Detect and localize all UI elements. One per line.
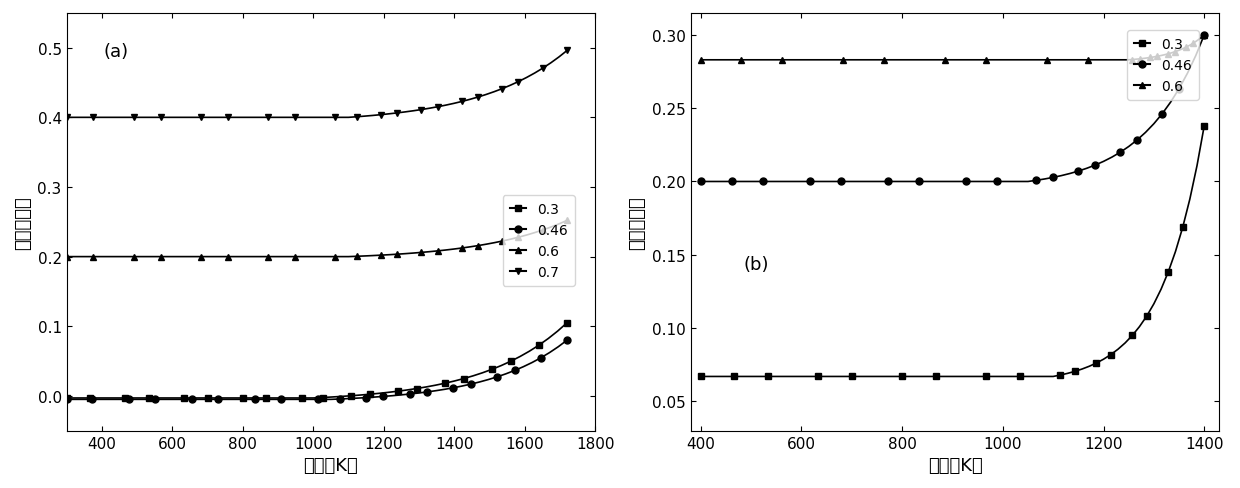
Y-axis label: 原子占位比: 原子占位比 (14, 196, 32, 249)
Legend: 0.3, 0.46, 0.6, 0.7: 0.3, 0.46, 0.6, 0.7 (502, 196, 575, 286)
Y-axis label: 原子占位比: 原子占位比 (629, 196, 646, 249)
X-axis label: 温度（K）: 温度（K） (928, 456, 982, 474)
X-axis label: 温度（K）: 温度（K） (304, 456, 358, 474)
Legend: 0.3, 0.46, 0.6: 0.3, 0.46, 0.6 (1127, 31, 1199, 101)
Text: (a): (a) (104, 43, 129, 61)
Text: (b): (b) (744, 256, 769, 274)
